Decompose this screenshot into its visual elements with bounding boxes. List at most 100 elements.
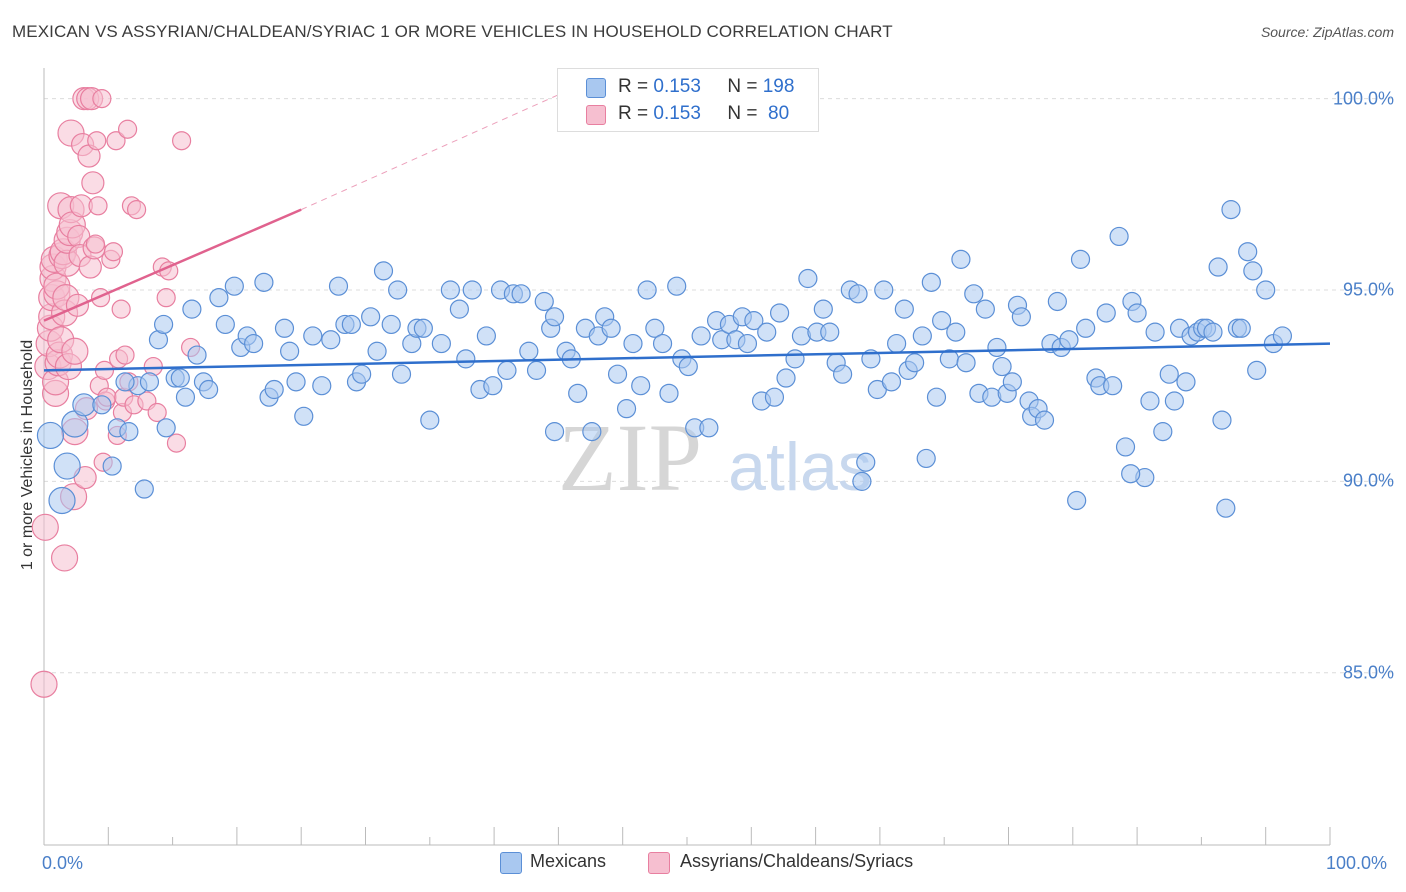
data-point bbox=[1164, 391, 1184, 411]
data-point bbox=[456, 349, 476, 369]
data-point bbox=[175, 387, 196, 407]
data-point bbox=[215, 314, 235, 335]
data-point bbox=[852, 471, 872, 491]
data-point bbox=[449, 299, 469, 319]
data-point bbox=[303, 326, 323, 346]
data-point bbox=[139, 372, 160, 392]
data-point bbox=[601, 318, 621, 338]
data-point bbox=[1076, 318, 1096, 338]
data-point bbox=[987, 337, 1007, 358]
series-layer bbox=[30, 87, 1293, 698]
data-point bbox=[1011, 307, 1031, 327]
data-point bbox=[1115, 437, 1136, 457]
legend-n-label: N = bbox=[727, 103, 758, 124]
data-point bbox=[1231, 318, 1251, 338]
data-point bbox=[199, 379, 219, 400]
legend-r-label: R = bbox=[618, 103, 649, 124]
data-point bbox=[667, 276, 687, 296]
data-point bbox=[92, 395, 112, 415]
data-point bbox=[992, 356, 1012, 377]
trend-layer bbox=[43, 94, 1331, 372]
data-point bbox=[48, 486, 76, 515]
data-point bbox=[582, 422, 602, 442]
data-point bbox=[440, 280, 460, 300]
data-point bbox=[1067, 490, 1087, 511]
data-point bbox=[1216, 498, 1236, 518]
series-mexicans bbox=[36, 200, 1293, 518]
data-point bbox=[328, 276, 349, 296]
data-point bbox=[147, 402, 167, 423]
legend-swatch-assyrians bbox=[586, 105, 606, 125]
data-point bbox=[312, 376, 332, 396]
data-point bbox=[916, 448, 936, 469]
data-point bbox=[905, 353, 925, 373]
data-point bbox=[1047, 291, 1067, 312]
trend-line bbox=[43, 208, 302, 322]
data-point bbox=[1059, 330, 1079, 350]
data-point bbox=[1221, 200, 1241, 220]
data-point bbox=[1002, 372, 1022, 392]
legend-r-label: R = bbox=[618, 76, 649, 97]
data-point bbox=[170, 368, 190, 388]
data-point bbox=[115, 372, 135, 392]
data-point bbox=[964, 284, 984, 304]
source-attribution: Source: ZipAtlas.com bbox=[1260, 24, 1394, 40]
data-point bbox=[92, 89, 112, 109]
data-point bbox=[286, 372, 306, 392]
data-point bbox=[776, 368, 796, 388]
data-point bbox=[381, 314, 401, 335]
bottom-legend-label-assyrians: Assyrians/Chaldeans/Syriacs bbox=[680, 851, 914, 871]
data-point bbox=[623, 333, 643, 354]
data-point bbox=[134, 479, 154, 499]
data-point bbox=[224, 276, 244, 296]
data-point bbox=[519, 341, 539, 361]
data-point bbox=[607, 364, 628, 384]
y-tick-label: 95.0% bbox=[1342, 279, 1394, 300]
data-point bbox=[744, 311, 764, 331]
series-assyrians-chaldeans-syriacs bbox=[30, 87, 201, 698]
data-point bbox=[420, 410, 440, 430]
data-point bbox=[209, 288, 229, 308]
data-point bbox=[820, 322, 840, 342]
data-point bbox=[1127, 303, 1147, 323]
data-point bbox=[921, 272, 941, 292]
legend-swatch-mexicans bbox=[586, 78, 606, 98]
data-point bbox=[1159, 364, 1179, 384]
data-point bbox=[1103, 376, 1123, 396]
data-point bbox=[678, 356, 698, 377]
data-point bbox=[1176, 372, 1196, 392]
watermark-zip: ZIP bbox=[558, 404, 702, 511]
data-point bbox=[1140, 391, 1160, 411]
data-point bbox=[1238, 242, 1258, 262]
data-point bbox=[373, 261, 394, 281]
data-point bbox=[280, 341, 300, 361]
data-point bbox=[1121, 464, 1141, 484]
data-point bbox=[1034, 410, 1055, 430]
data-point bbox=[119, 422, 139, 442]
bottom-legend-swatch-assyrians bbox=[648, 852, 670, 874]
legend-n-value: 80 bbox=[768, 103, 790, 124]
watermark: ZIP atlas bbox=[558, 404, 872, 511]
data-point bbox=[1256, 280, 1276, 300]
data-point bbox=[652, 333, 673, 354]
data-point bbox=[874, 280, 894, 300]
data-point bbox=[483, 376, 503, 396]
legend-r-value: 0.153 bbox=[653, 103, 701, 124]
correlation-legend: R = 0.153 N = 198 R = 0.153 N = 80 bbox=[557, 68, 819, 132]
trend-line bbox=[43, 342, 1331, 372]
y-tick-label: 90.0% bbox=[1342, 470, 1394, 491]
data-point bbox=[182, 299, 202, 319]
legend-row-assyrians: R = 0.153 N = 80 bbox=[618, 103, 789, 125]
data-point bbox=[1096, 303, 1116, 323]
axes bbox=[43, 68, 1331, 846]
data-point bbox=[87, 131, 107, 151]
data-point bbox=[476, 326, 496, 346]
data-point bbox=[36, 421, 65, 450]
data-point bbox=[156, 418, 176, 438]
data-point bbox=[264, 379, 284, 400]
data-point bbox=[391, 364, 412, 384]
data-point bbox=[848, 284, 868, 304]
data-point bbox=[367, 341, 387, 361]
data-point bbox=[78, 255, 102, 279]
